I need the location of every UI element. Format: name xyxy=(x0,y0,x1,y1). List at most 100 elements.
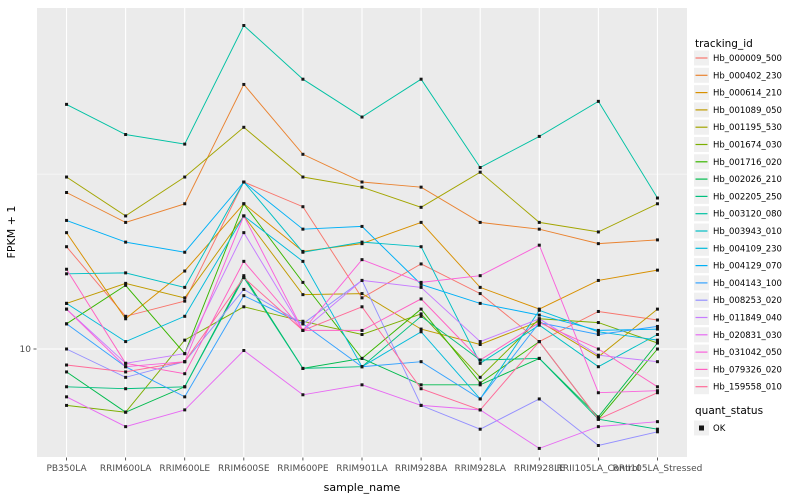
legend-item-label: Hb_079326_020 xyxy=(713,365,782,375)
x-tick-label: RRIM928BA xyxy=(395,464,448,474)
data-point xyxy=(124,214,128,218)
data-point xyxy=(596,425,600,429)
data-point xyxy=(655,268,659,272)
data-point xyxy=(478,427,482,431)
y-tick-label: 10 xyxy=(20,345,32,355)
data-point xyxy=(655,307,659,311)
data-point xyxy=(242,276,246,280)
data-point xyxy=(301,366,305,370)
data-point xyxy=(478,383,482,387)
data-point xyxy=(537,397,541,401)
data-point xyxy=(124,220,128,224)
data-point xyxy=(478,292,482,296)
quant-status-legend-item: OK xyxy=(694,420,726,436)
data-point xyxy=(124,281,128,285)
data-point xyxy=(655,338,659,342)
data-point xyxy=(596,328,600,332)
data-point xyxy=(478,166,482,170)
data-point xyxy=(65,301,69,305)
data-point xyxy=(655,420,659,424)
data-point xyxy=(537,134,541,138)
data-point xyxy=(596,415,600,419)
data-point xyxy=(537,308,541,312)
data-point xyxy=(183,142,187,146)
data-point xyxy=(478,340,482,344)
data-point xyxy=(655,202,659,206)
data-point xyxy=(537,243,541,247)
data-point xyxy=(65,245,69,249)
data-point xyxy=(242,24,246,28)
data-point xyxy=(419,185,423,189)
data-point xyxy=(478,343,482,347)
data-point xyxy=(419,282,423,286)
data-point xyxy=(360,224,364,228)
legend-item-label: Hb_001089_050 xyxy=(713,106,782,116)
data-point xyxy=(655,324,659,328)
legend-item-label: Hb_001674_030 xyxy=(713,141,782,151)
data-point xyxy=(301,227,305,231)
data-point xyxy=(655,347,659,351)
data-point xyxy=(124,375,128,379)
data-point xyxy=(301,77,305,81)
data-point xyxy=(360,115,364,119)
data-point xyxy=(301,328,305,332)
legend-title: tracking_id xyxy=(695,38,753,50)
data-point xyxy=(419,327,423,331)
data-point xyxy=(301,322,305,326)
legend-item-label: Hb_031042_050 xyxy=(713,348,782,358)
data-point xyxy=(301,175,305,179)
data-point xyxy=(419,330,423,334)
data-point xyxy=(183,338,187,342)
data-point xyxy=(124,271,128,275)
data-point xyxy=(419,280,423,284)
data-point xyxy=(183,314,187,318)
data-point xyxy=(360,292,364,296)
data-point xyxy=(65,347,69,351)
data-point xyxy=(183,299,187,303)
data-point xyxy=(360,240,364,244)
x-tick-label: RRIM928LE xyxy=(514,464,565,474)
legend-item-label: Hb_008253_020 xyxy=(713,296,782,306)
x-tick-label: RRIM600LE xyxy=(159,464,210,474)
data-point xyxy=(242,287,246,291)
data-point xyxy=(478,358,482,362)
data-point xyxy=(419,297,423,301)
data-point xyxy=(124,387,128,391)
data-point xyxy=(419,220,423,224)
data-point xyxy=(65,175,69,179)
data-point xyxy=(242,82,246,86)
data-point xyxy=(183,296,187,300)
data-point xyxy=(478,381,482,385)
data-point xyxy=(655,360,659,364)
data-point xyxy=(360,242,364,246)
data-point xyxy=(183,175,187,179)
data-point xyxy=(65,190,69,194)
data-point xyxy=(65,231,69,235)
data-point xyxy=(537,321,541,325)
data-point xyxy=(65,385,69,389)
quant-status-legend-title: quant_status xyxy=(695,405,763,417)
data-point xyxy=(183,352,187,356)
data-point xyxy=(478,285,482,289)
data-point xyxy=(242,294,246,298)
data-point xyxy=(596,309,600,313)
data-point xyxy=(596,99,600,103)
data-point xyxy=(124,317,128,321)
data-point xyxy=(183,269,187,273)
data-point xyxy=(419,314,423,318)
data-point xyxy=(537,220,541,224)
data-point xyxy=(65,403,69,407)
data-point xyxy=(242,125,246,129)
data-point xyxy=(419,285,423,289)
data-point xyxy=(655,385,659,389)
data-point xyxy=(65,370,69,374)
legend-item-label: Hb_004109_230 xyxy=(713,244,782,254)
data-point xyxy=(596,347,600,351)
x-tick-label: RRIM928LA xyxy=(454,464,506,474)
data-point xyxy=(65,272,69,276)
data-point xyxy=(478,170,482,174)
legend-item-label: Hb_003943_010 xyxy=(713,227,782,237)
x-tick-label: RRIM901LA xyxy=(336,464,388,474)
